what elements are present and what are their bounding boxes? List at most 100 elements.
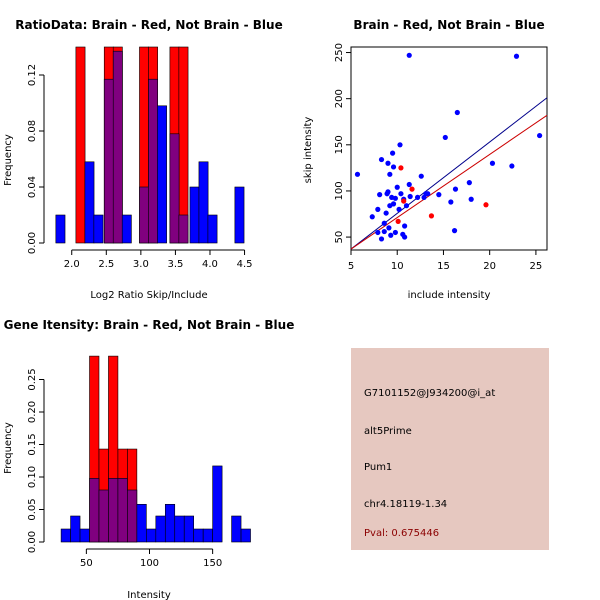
not-brain-point xyxy=(513,53,520,59)
not-brain-bar xyxy=(155,515,166,543)
y-tick-label: 0.08 xyxy=(27,120,38,142)
y-tick-label: 250 xyxy=(334,43,345,62)
y-tick-label: 0.05 xyxy=(27,498,38,520)
brain-point xyxy=(398,165,404,171)
not-brain-point xyxy=(386,225,392,231)
y-tick-label: 0.00 xyxy=(27,531,38,553)
not-brain-point xyxy=(390,150,396,156)
info-probe-id: G7101152@J934200@i_at xyxy=(364,388,495,399)
not-brain-bar xyxy=(103,78,114,244)
intensity-scatter: Brain - Red, Not Brain - Blue include in… xyxy=(303,18,548,301)
not-brain-point xyxy=(375,229,381,236)
y-tick-label: 100 xyxy=(334,181,345,200)
not-brain-point xyxy=(454,109,460,116)
y-tick-label: 0.20 xyxy=(27,401,38,423)
gene-histogram-bars xyxy=(60,355,251,543)
not-brain-point xyxy=(378,156,385,163)
not-brain-bar xyxy=(139,186,149,244)
brain-bar xyxy=(178,46,189,244)
not-brain-point xyxy=(398,191,404,197)
brain-point xyxy=(401,198,407,204)
not-brain-point xyxy=(451,228,458,234)
not-brain-bar xyxy=(146,528,157,543)
ratio-histogram-ylabel: Frequency xyxy=(3,134,14,186)
not-brain-point xyxy=(425,191,431,197)
not-brain-bar xyxy=(108,477,119,543)
not-brain-point xyxy=(388,232,394,238)
gene-histogram-ylabel: Frequency xyxy=(3,422,14,474)
x-tick-label: 150 xyxy=(203,558,222,569)
y-tick-label: 150 xyxy=(334,135,345,154)
y-tick-label: 50 xyxy=(334,231,345,244)
not-brain-point xyxy=(402,223,408,229)
x-tick-label: 50 xyxy=(80,558,93,569)
not-brain-point xyxy=(466,180,472,186)
not-brain-point xyxy=(385,160,391,166)
not-brain-point xyxy=(448,199,454,205)
scatter-plot-frame xyxy=(350,46,548,251)
not-brain-bar xyxy=(55,214,66,244)
brain-fit-line xyxy=(350,114,548,250)
not-brain-bar xyxy=(183,515,194,543)
x-tick-label: 5 xyxy=(348,261,354,272)
x-tick-label: 2.5 xyxy=(98,259,114,270)
not-brain-bar xyxy=(240,528,251,543)
not-brain-bar xyxy=(174,515,185,543)
not-brain-point xyxy=(406,52,412,58)
gene-histogram-xlabel: Intensity xyxy=(127,590,171,600)
info-panel: G7101152@J934200@i_at alt5Prime Pum1 chr… xyxy=(351,348,549,550)
not-brain-point xyxy=(375,206,381,212)
not-brain-point xyxy=(378,236,385,242)
not-brain-point xyxy=(377,192,383,198)
info-panel-background xyxy=(351,348,549,550)
x-tick-label: 4.5 xyxy=(237,259,253,270)
not-brain-point xyxy=(390,164,397,170)
x-tick-label: 3.0 xyxy=(133,259,149,270)
y-tick-label: 0.10 xyxy=(27,466,38,488)
not-brain-bar xyxy=(207,214,218,244)
y-tick-label: 0.15 xyxy=(27,433,38,455)
brain-point xyxy=(483,202,489,208)
not-brain-fit-line xyxy=(350,97,548,250)
ratio-histogram-xlabel: Log2 Ratio Skip/Include xyxy=(90,290,207,301)
not-brain-bar xyxy=(112,50,123,244)
not-brain-bar xyxy=(202,528,213,543)
not-brain-bar xyxy=(60,528,71,543)
gene-intensity-histogram: Gene Itensity: Brain - Red, Not Brain - … xyxy=(3,318,294,600)
not-brain-bar xyxy=(189,186,200,244)
not-brain-point xyxy=(407,193,413,200)
scatter-xlabel: include intensity xyxy=(408,290,491,301)
not-brain-point xyxy=(383,210,389,216)
not-brain-point xyxy=(403,203,410,209)
not-brain-point xyxy=(390,201,397,207)
not-brain-bar xyxy=(84,161,95,244)
scatter-title: Brain - Red, Not Brain - Blue xyxy=(353,18,544,32)
not-brain-point xyxy=(509,163,515,169)
ratio-histogram-title: RatioData: Brain - Red, Not Brain - Blue xyxy=(15,18,282,32)
not-brain-bar xyxy=(136,503,147,543)
not-brain-bar xyxy=(79,528,90,543)
not-brain-point xyxy=(436,192,442,198)
not-brain-bar xyxy=(234,186,245,244)
brain-bar xyxy=(75,46,86,244)
brain-point xyxy=(409,186,415,192)
not-brain-point xyxy=(381,228,387,235)
not-brain-point xyxy=(396,206,402,212)
ratio-histogram-bars xyxy=(55,46,245,244)
x-tick-label: 4.0 xyxy=(202,259,218,270)
not-brain-point xyxy=(369,214,375,220)
y-tick-label: 0.12 xyxy=(27,64,38,86)
not-brain-bar xyxy=(121,214,132,244)
not-brain-bar xyxy=(231,515,242,543)
not-brain-point xyxy=(452,186,459,192)
not-brain-bar xyxy=(193,528,204,543)
not-brain-point xyxy=(354,171,361,177)
not-brain-bar xyxy=(70,515,81,543)
x-tick-label: 15 xyxy=(437,261,450,272)
not-brain-point xyxy=(406,181,412,188)
not-brain-point xyxy=(468,196,474,202)
scatter-ylabel: skip intensity xyxy=(303,117,314,184)
not-brain-bar xyxy=(117,477,128,543)
x-tick-label: 3.5 xyxy=(167,259,183,270)
